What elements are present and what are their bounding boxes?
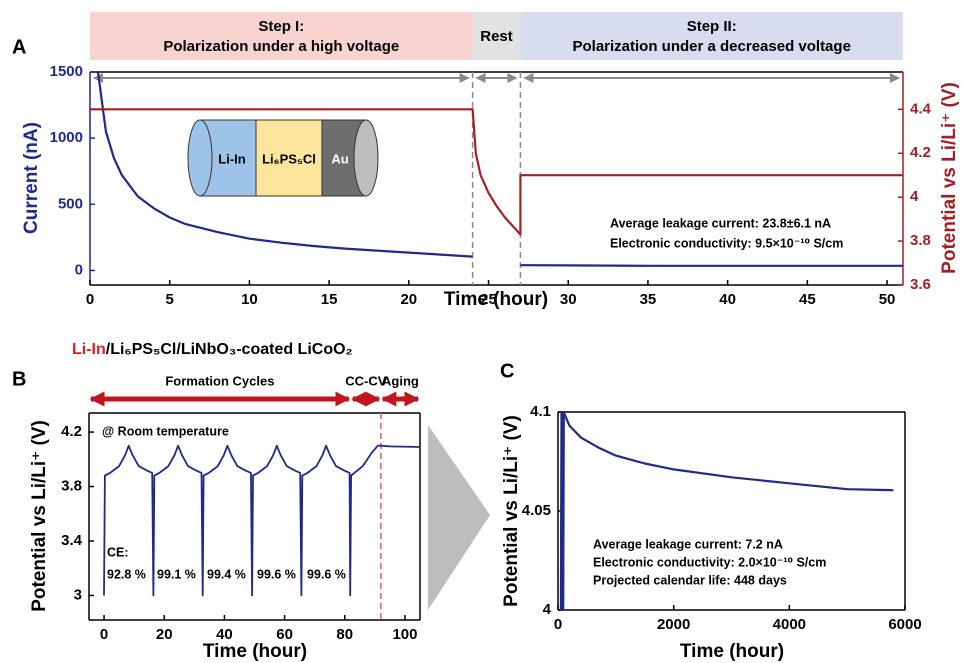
ce-label: CE: xyxy=(107,545,129,559)
chart-title: Li-In/Li₆PS₅Cl/LiNbO₃-coated LiCoO₂ xyxy=(72,341,353,358)
x-tick-label: 20 xyxy=(400,291,417,308)
x-axis-title: Time (hour) xyxy=(680,641,784,662)
x-tick-label: 5 xyxy=(166,291,174,308)
x-tick-label: 50 xyxy=(879,291,896,308)
x-tick-label: 80 xyxy=(336,626,353,643)
y-tick-label: 4.1 xyxy=(530,403,551,420)
y2-tick-label: 3.6 xyxy=(910,276,931,293)
ce-value: 99.6 % xyxy=(307,567,346,581)
header-label: Polarization under a high voltage xyxy=(163,38,399,55)
y-tick-label: 4 xyxy=(543,601,552,618)
data-line xyxy=(96,71,903,267)
annotation: Projected calendar life: 448 days xyxy=(593,573,787,587)
title-part: /Li₆PS₅Cl/LiNbO₃-coated LiCoO₂ xyxy=(106,341,353,358)
x-tick-label: 40 xyxy=(719,291,736,308)
x-tick-label: 35 xyxy=(640,291,657,308)
y2-tick-label: 4 xyxy=(910,188,919,205)
x-tick-label: 4000 xyxy=(773,616,806,633)
x-axis-title: Time (hour) xyxy=(203,641,307,662)
cell-end xyxy=(187,119,213,197)
y-tick-label: 500 xyxy=(58,195,83,212)
data-line xyxy=(103,444,421,597)
phase-label: Formation Cycles xyxy=(165,373,274,388)
panel-label: A xyxy=(12,36,26,58)
header-band xyxy=(472,12,521,60)
title-part: Li-In xyxy=(72,341,106,358)
header-label: Step I: xyxy=(258,18,304,35)
ce-value: 92.8 % xyxy=(107,567,146,581)
layer-label: Li₆PS₅Cl xyxy=(262,151,316,166)
annotation: @ Room temperature xyxy=(102,424,229,438)
x-tick-label: 60 xyxy=(276,626,293,643)
x-tick-label: 40 xyxy=(216,626,233,643)
x-tick-label: 20 xyxy=(156,626,173,643)
x-tick-label: 100 xyxy=(392,626,417,643)
header-label: Step II: xyxy=(687,18,737,35)
y2-tick-label: 4.2 xyxy=(910,144,931,161)
annotation: Average leakage current: 23.8±6.1 nA xyxy=(610,216,831,230)
layer-label: Au xyxy=(331,151,348,166)
panel-label: B xyxy=(12,368,26,390)
y-tick-label: 3 xyxy=(74,586,82,603)
x-axis-title: Time (hour) xyxy=(444,289,548,310)
y-tick-label: 3.8 xyxy=(61,478,82,495)
x-tick-label: 0 xyxy=(86,291,94,308)
ce-value: 99.1 % xyxy=(157,567,196,581)
x-tick-label: 15 xyxy=(321,291,338,308)
panel-label: C xyxy=(500,360,514,382)
x-tick-label: 30 xyxy=(560,291,577,308)
ce-value: 99.6 % xyxy=(257,567,296,581)
annotation: Electronic conductivity: 2.0×10⁻¹⁰ S/cm xyxy=(593,555,826,569)
y-axis-title: Potential vs Li/Li⁺ (V) xyxy=(29,420,50,612)
y-tick-label: 1500 xyxy=(50,63,83,80)
x-tick-label: 0 xyxy=(554,616,562,633)
layer-label: Li-In xyxy=(218,151,245,166)
x-tick-label: 2000 xyxy=(657,616,690,633)
data-line xyxy=(559,410,894,612)
header-label: Rest xyxy=(480,28,513,45)
y-tick-label: 0 xyxy=(75,261,83,278)
annotation: Electronic conductivity: 9.5×10⁻¹⁰ S/cm xyxy=(610,236,843,250)
y-tick-label: 3.4 xyxy=(61,532,83,549)
y-tick-label: 4.2 xyxy=(61,423,82,440)
header-label: Polarization under a decreased voltage xyxy=(572,38,850,55)
x-tick-label: 10 xyxy=(241,291,258,308)
phase-label: CC-CV xyxy=(345,373,386,388)
y-tick-label: 4.05 xyxy=(522,502,551,519)
y2-axis-title: Potential vs Li/Li⁺ (V) xyxy=(939,82,960,274)
x-tick-label: 0 xyxy=(100,626,108,643)
annotation: Average leakage current: 7.2 nA xyxy=(593,537,783,551)
cell-face xyxy=(353,119,379,197)
x-tick-label: 6000 xyxy=(888,616,921,633)
y-axis-title: Current (nA) xyxy=(21,122,42,234)
y2-tick-label: 3.8 xyxy=(910,232,931,249)
y-tick-label: 1000 xyxy=(50,129,83,146)
phase-label: Aging xyxy=(382,373,419,388)
header-band xyxy=(90,12,473,60)
y-axis-title: Potential vs Li/Li⁺ (V) xyxy=(501,415,522,607)
ce-value: 99.4 % xyxy=(207,567,246,581)
header-band xyxy=(520,12,903,60)
x-tick-label: 45 xyxy=(799,291,816,308)
cell-schematic: Li-In Li₆PS₅Cl Au xyxy=(187,119,379,197)
data-line xyxy=(90,108,903,236)
x-tick-label: 25 xyxy=(480,291,497,308)
transition-arrow xyxy=(428,425,490,610)
y2-tick-label: 4.4 xyxy=(910,100,932,117)
